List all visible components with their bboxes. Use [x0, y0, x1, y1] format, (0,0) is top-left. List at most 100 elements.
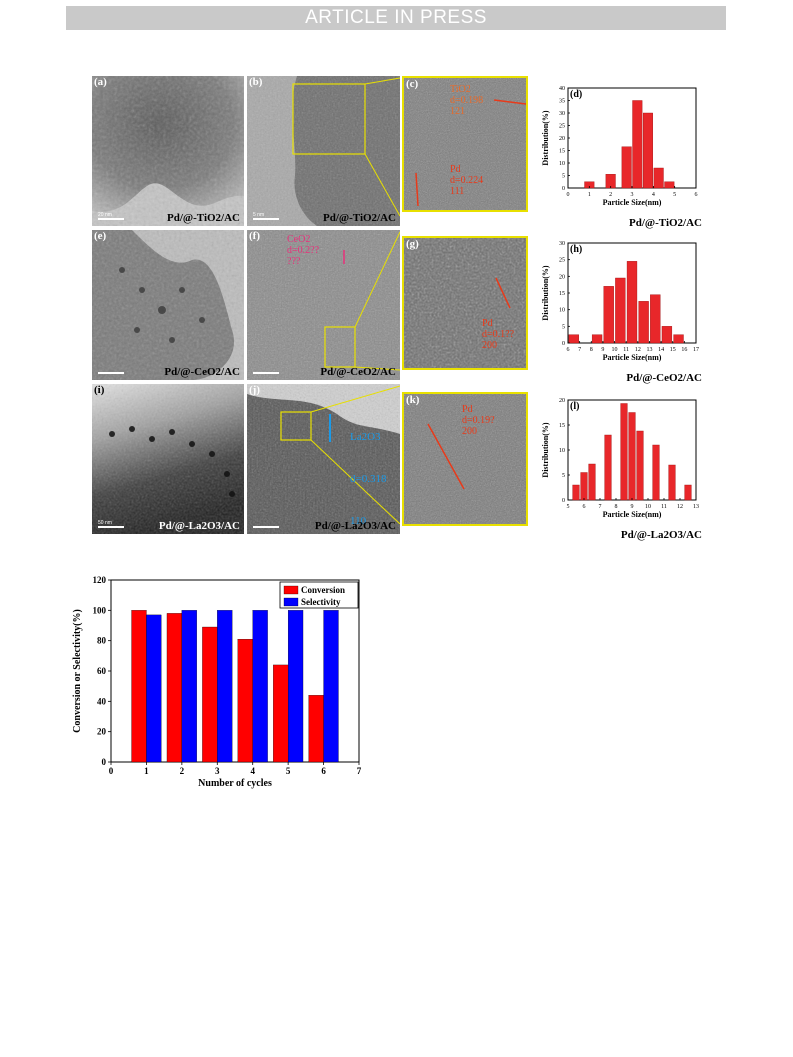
- annot-line: d=0.318: [350, 473, 387, 485]
- y-tick-label: 30: [559, 241, 565, 247]
- legend-swatch: [283, 597, 299, 607]
- y-tick-label: 15: [559, 423, 565, 429]
- panel-label: (j): [249, 384, 260, 396]
- y-tick-label: 15: [559, 149, 565, 155]
- y-tick-label: 10: [559, 308, 565, 314]
- x-tick-label: 5: [286, 766, 291, 776]
- panel-label: (c): [406, 78, 419, 90]
- scale-bar: [98, 372, 124, 374]
- annot-line: 110: [350, 515, 367, 527]
- tem-panel-g: (g) Pd d=0.1?? 200: [402, 236, 528, 370]
- selectivity-bar: [323, 610, 339, 763]
- panel-label: (a): [94, 76, 107, 88]
- y-axis-label: Distribution(%): [541, 265, 550, 320]
- scale-label: 20 nm: [98, 212, 112, 218]
- y-tick-label: 0: [562, 498, 565, 504]
- x-tick-label: 2: [180, 766, 185, 776]
- y-tick-label: 0: [562, 341, 565, 347]
- y-tick-label: 20: [559, 398, 565, 404]
- x-tick-label: 3: [631, 192, 634, 198]
- chart-caption: Pd/@-CeO2/AC: [626, 372, 702, 384]
- x-axis-label: Particle Size(nm): [603, 510, 662, 519]
- x-tick-label: 7: [599, 504, 602, 510]
- panel-label: (l): [570, 401, 579, 412]
- tem-panel-b: (b) 5 nm Pd/@-TiO2/AC: [247, 76, 400, 226]
- bar: [673, 334, 684, 344]
- conversion-bar: [131, 610, 147, 763]
- bar: [650, 294, 661, 344]
- tem-panel-k: (k) Pd d=0.19? 200: [402, 392, 528, 526]
- x-tick-label: 5: [567, 504, 570, 510]
- panel-label: (h): [570, 244, 582, 255]
- bar: [580, 472, 588, 501]
- x-tick-label: 15: [670, 347, 676, 353]
- x-tick-label: 2: [609, 192, 612, 198]
- conversion-bar: [273, 664, 289, 763]
- scale-bar: [253, 526, 279, 528]
- x-tick-label: 6: [583, 504, 586, 510]
- x-tick-label: 6: [321, 766, 326, 776]
- y-tick-label: 25: [559, 124, 565, 130]
- x-axis-label: Particle Size(nm): [603, 353, 662, 362]
- x-tick-label: 3: [215, 766, 220, 776]
- y-tick-label: 0: [102, 757, 107, 767]
- conversion-bar: [166, 613, 183, 763]
- x-tick-label: 9: [601, 347, 604, 353]
- x-tick-label: 6: [567, 347, 570, 353]
- x-axis-label: Number of cycles: [198, 778, 272, 789]
- lattice-annotation-pd: Pd d=0.1?? 200: [482, 318, 515, 351]
- x-tick-label: 5: [673, 192, 676, 198]
- selectivity-bar: [287, 610, 304, 763]
- x-tick-label: 17: [693, 347, 699, 353]
- bar: [591, 334, 603, 344]
- nanoparticles: [109, 426, 235, 497]
- y-tick-label: 30: [559, 111, 565, 117]
- x-tick-label: 0: [567, 192, 570, 198]
- selectivity-bar: [146, 614, 162, 763]
- panel-label: (e): [94, 230, 107, 242]
- legend: Conversion Selectivity: [279, 581, 359, 609]
- x-tick-label: 13: [646, 347, 652, 353]
- bar: [642, 112, 653, 189]
- chart-caption: Pd/@-La2O3/AC: [621, 529, 702, 541]
- article-in-press-banner: ARTICLE IN PRESS: [66, 6, 726, 30]
- bar: [603, 286, 614, 344]
- panel-label: (k): [406, 394, 420, 406]
- bar: [632, 100, 643, 189]
- panel-caption: Pd/@-La2O3/AC: [314, 520, 396, 532]
- bar: [626, 261, 638, 344]
- scale-bar: [98, 526, 124, 528]
- bar: [615, 277, 626, 344]
- bar: [664, 181, 675, 189]
- scale-bar: [253, 218, 279, 220]
- x-tick-label: 13: [693, 504, 699, 510]
- banner-text: ARTICLE IN PRESS: [305, 7, 487, 28]
- panel-label: (b): [249, 76, 263, 88]
- x-tick-label: 7: [578, 347, 581, 353]
- panel-label: (g): [406, 238, 419, 250]
- scale-bar: [98, 218, 124, 220]
- lattice-annotation-ceo2: CeO2 d=0.2?? ???: [287, 234, 320, 267]
- x-tick-label: 14: [658, 347, 664, 353]
- nanoparticles: [119, 267, 205, 343]
- x-tick-label: 4: [250, 766, 255, 776]
- y-tick-label: 40: [559, 86, 565, 92]
- bar: [684, 484, 692, 501]
- panel-label: (i): [94, 384, 105, 396]
- bar: [620, 403, 628, 501]
- y-tick-label: 5: [562, 324, 565, 330]
- panel-caption: Pd/@-TiO2/AC: [323, 212, 396, 224]
- x-tick-label: 11: [623, 347, 629, 353]
- panel-caption: Pd/@-TiO2/AC: [167, 212, 240, 224]
- x-tick-label: 12: [677, 504, 683, 510]
- x-tick-label: 1: [588, 192, 591, 198]
- panel-label: (f): [249, 230, 260, 242]
- y-tick-label: 20: [559, 274, 565, 280]
- conversion-bar: [308, 695, 324, 763]
- tem-panel-c: (c) TiO2 d=0.198 121 Pd d=0.224 111: [402, 76, 528, 212]
- y-tick-label: 80: [97, 636, 107, 646]
- y-tick-label: 20: [559, 136, 565, 142]
- lattice-annotation-la2o3: La2O3 d=0.318 110: [350, 402, 386, 534]
- y-tick-label: 25: [559, 258, 565, 264]
- bar: [621, 146, 632, 189]
